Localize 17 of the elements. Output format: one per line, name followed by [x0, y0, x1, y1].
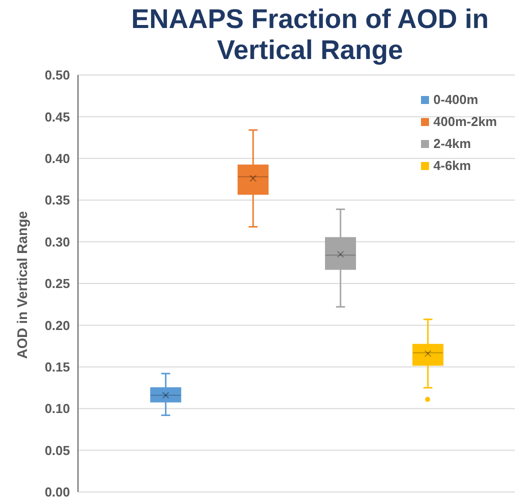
y-tick-label: 0.20 — [44, 318, 70, 333]
legend-label: 2-4km — [433, 136, 471, 151]
legend-label: 0-400m — [433, 92, 478, 107]
y-tick-label: 0.25 — [44, 276, 70, 292]
y-tick-label: 0.45 — [44, 109, 70, 124]
y-tick-label: 0.50 — [44, 68, 70, 83]
legend-label: 4-6km — [433, 158, 471, 173]
y-tick-label: 0.10 — [44, 401, 70, 416]
y-tick-label: 0.35 — [44, 192, 70, 208]
y-axis-title: AOD in Vertical Range — [14, 211, 30, 359]
y-tick-label: 0.00 — [44, 484, 70, 499]
legend-label: 400m-2km — [433, 114, 497, 129]
chart-title: ENAAPS Fraction of AOD in Vertical Range — [130, 4, 490, 66]
y-tick-label: 0.40 — [44, 151, 70, 166]
y-tick-label: 0.05 — [44, 442, 70, 458]
y-tick-label: 0.15 — [44, 360, 70, 375]
y-tick-label: 0.30 — [44, 234, 70, 250]
